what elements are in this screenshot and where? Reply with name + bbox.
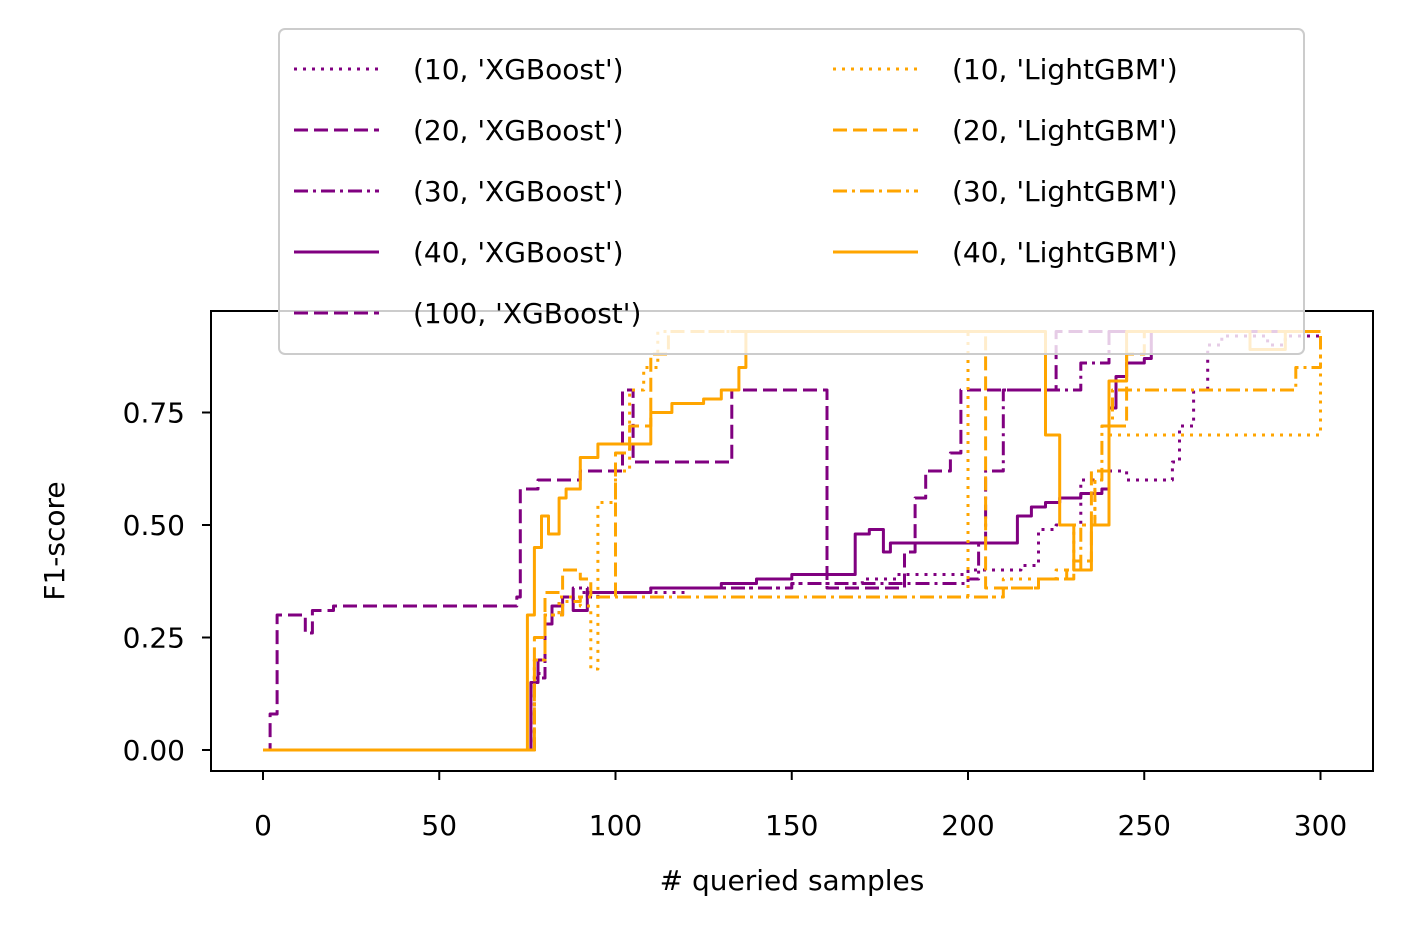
x-tick-label: 50	[421, 809, 457, 842]
series-line-1	[263, 330, 1321, 752]
x-axis: 0 50 100 150 200 250 300	[254, 771, 1347, 842]
legend-label-2: (30, 'XGBoost')	[413, 175, 624, 208]
legend-label-1: (20, 'XGBoost')	[413, 114, 624, 147]
x-tick-label: 250	[1118, 809, 1171, 842]
legend-label-5: (10, 'LightGBM')	[952, 53, 1178, 86]
legend-label-4: (100, 'XGBoost')	[413, 297, 641, 330]
x-tick-label: 150	[765, 809, 818, 842]
legend-box	[278, 28, 1305, 355]
y-axis-label: F1-score	[38, 481, 71, 600]
legend-label-6: (20, 'LightGBM')	[952, 114, 1178, 147]
y-tick-label: 0.75	[123, 397, 185, 430]
legend: (10, 'XGBoost') (20, 'XGBoost') (30, 'XGBo…	[278, 28, 1305, 355]
legend-label-0: (10, 'XGBoost')	[413, 53, 624, 86]
y-tick-label: 0.25	[123, 622, 185, 655]
y-axis: 0.00 0.25 0.50 0.75	[123, 397, 211, 767]
y-tick-label: 0.00	[123, 734, 185, 767]
x-tick-label: 0	[254, 809, 272, 842]
x-axis-label: # queried samples	[660, 864, 925, 897]
legend-label-3: (40, 'XGBoost')	[413, 236, 624, 269]
y-tick-label: 0.50	[123, 509, 185, 542]
legend-label-8: (40, 'LightGBM')	[952, 236, 1178, 269]
legend-label-7: (30, 'LightGBM')	[952, 175, 1178, 208]
series-line-8	[263, 330, 1321, 752]
x-tick-label: 300	[1294, 809, 1347, 842]
x-tick-label: 200	[941, 809, 994, 842]
x-tick-label: 100	[589, 809, 642, 842]
